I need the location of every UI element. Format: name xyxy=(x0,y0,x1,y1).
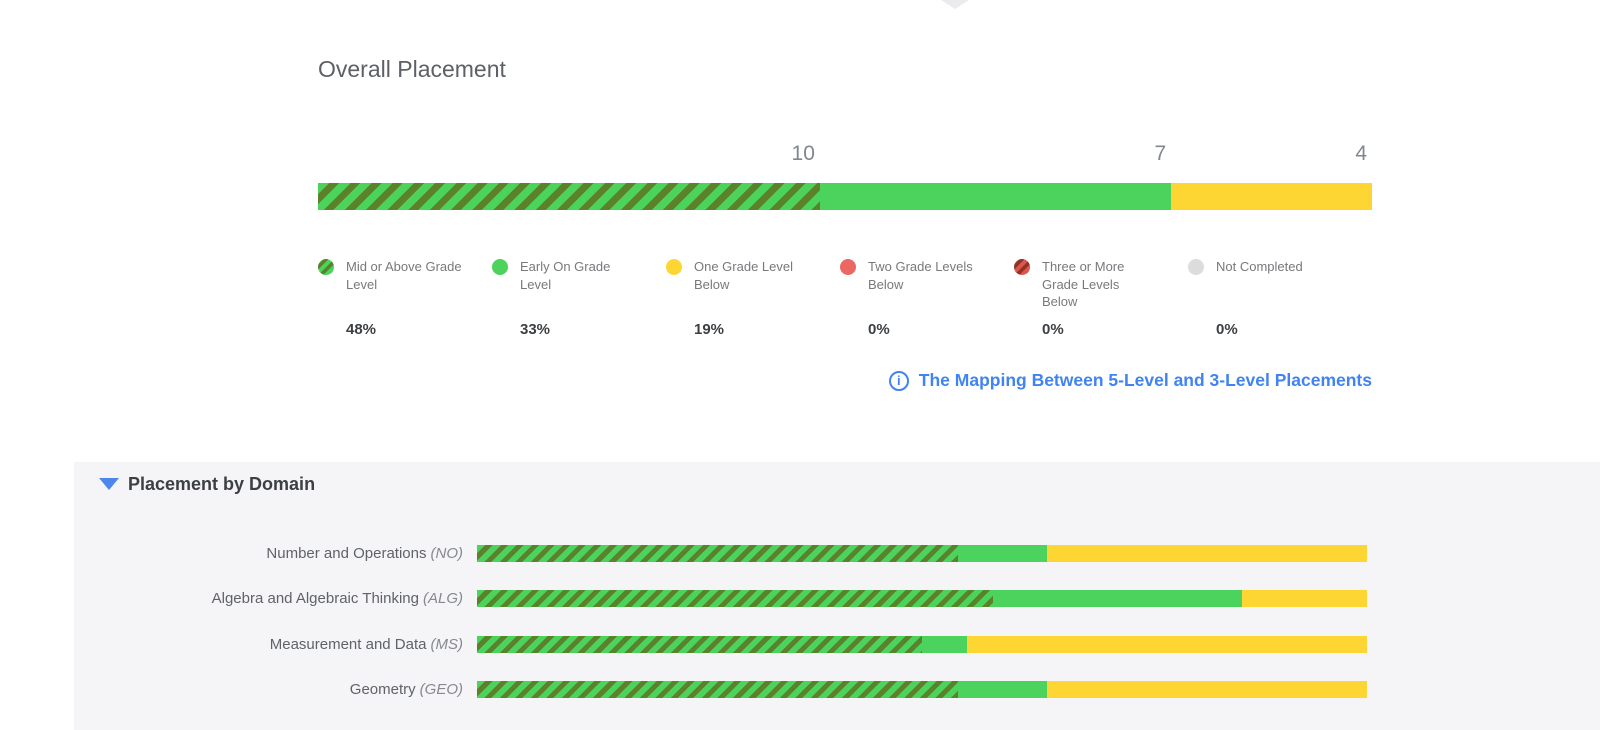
domain-row-algebra: Algebra and Algebraic Thinking (ALG) xyxy=(74,590,1600,607)
legend-swatch-mid-or-above-icon xyxy=(318,259,334,275)
chevron-down-icon[interactable] xyxy=(941,0,969,9)
domain-panel-header[interactable]: Placement by Domain xyxy=(99,472,315,496)
domain-bar-segment-early_on xyxy=(993,590,1243,607)
legend-label: Three or More Grade Levels Below xyxy=(1042,259,1125,310)
domain-bar-segment-early_on xyxy=(922,636,967,653)
mapping-link-label: The Mapping Between 5-Level and 3-Level … xyxy=(918,370,1372,390)
domain-placement-bar xyxy=(477,590,1367,607)
section-title-overall-placement: Overall Placement xyxy=(318,56,506,82)
overall-placement-bar xyxy=(318,183,1372,210)
domain-code: (NO) xyxy=(430,545,464,562)
legend-swatch-two-below-icon xyxy=(840,259,856,275)
mapping-link[interactable]: i The Mapping Between 5-Level and 3-Leve… xyxy=(888,370,1372,391)
domain-label: Measurement and Data (MS) xyxy=(74,636,463,653)
domain-code: (GEO) xyxy=(419,681,463,698)
domain-row-measurement-data: Measurement and Data (MS) xyxy=(74,636,1600,653)
count-label-early-on: 7 xyxy=(1154,142,1167,165)
domain-bar-segment-mid_or_above xyxy=(477,545,958,562)
legend-label: Early On Grade Level xyxy=(520,259,611,292)
info-icon-glyph: i xyxy=(896,373,901,388)
domain-name: Measurement and Data xyxy=(269,636,427,653)
placement-percent-row: 48% 33% 19% 0% 0% 0% xyxy=(318,321,1362,338)
overall-bar-segment-1 xyxy=(819,183,1172,210)
placement-by-domain-panel: Placement by Domain Number and Operation… xyxy=(74,462,1600,730)
percent-three-or-more-below: 0% xyxy=(1042,321,1064,338)
domain-bar-segment-one_below xyxy=(1046,545,1367,562)
domain-bar-segment-mid_or_above xyxy=(477,681,958,698)
overall-bar-segment-2 xyxy=(1171,183,1372,210)
domain-label: Geometry (GEO) xyxy=(74,681,463,698)
legend-swatch-three-or-more-below-icon xyxy=(1014,259,1030,275)
legend-item-mid-or-above: Mid or Above Grade Level xyxy=(318,258,492,311)
bar-count-labels: 10 7 4 xyxy=(318,142,1372,168)
percent-two-below: 0% xyxy=(868,321,890,338)
domain-bar-segment-one_below xyxy=(1242,590,1367,607)
legend-swatch-not-completed-icon xyxy=(1188,259,1204,275)
domain-label: Algebra and Algebraic Thinking (ALG) xyxy=(74,590,463,607)
domain-bar-segment-early_on xyxy=(957,545,1047,562)
percent-not-completed: 0% xyxy=(1216,321,1238,338)
domain-name: Number and Operations xyxy=(266,545,427,562)
percent-mid-or-above: 48% xyxy=(346,321,377,338)
domain-placement-bar xyxy=(477,636,1367,653)
count-label-one-below: 4 xyxy=(1355,142,1367,165)
domain-code: (MS) xyxy=(430,636,464,653)
percent-one-below: 19% xyxy=(694,321,725,338)
info-icon: i xyxy=(888,370,909,391)
domain-name: Algebra and Algebraic Thinking xyxy=(211,590,419,607)
legend-label: Two Grade Levels Below xyxy=(868,259,973,292)
domain-bar-segment-mid_or_above xyxy=(477,590,994,607)
legend-label: Not Completed xyxy=(1216,259,1303,274)
legend-label: Mid or Above Grade Level xyxy=(346,259,462,292)
domain-bar-segment-one_below xyxy=(1046,681,1367,698)
domain-placement-bar xyxy=(477,545,1367,562)
collapse-triangle-icon[interactable] xyxy=(99,478,119,490)
legend-label: One Grade Level Below xyxy=(694,259,794,292)
legend-swatch-one-below-icon xyxy=(666,259,682,275)
legend-item-not-completed: Not Completed xyxy=(1188,258,1362,311)
percent-early-on: 33% xyxy=(520,321,551,338)
domain-bar-segment-early_on xyxy=(957,681,1047,698)
domain-placement-bar xyxy=(477,681,1367,698)
domain-row-number-operations: Number and Operations (NO) xyxy=(74,545,1600,562)
domain-label: Number and Operations (NO) xyxy=(74,545,463,562)
count-label-mid-or-above: 10 xyxy=(791,142,815,165)
legend-swatch-early-on-icon xyxy=(492,259,508,275)
panel-title: Placement by Domain xyxy=(128,473,316,494)
domain-bar-segment-mid_or_above xyxy=(477,636,922,653)
overall-bar-segment-0 xyxy=(318,183,820,210)
legend-item-two-below: Two Grade Levels Below xyxy=(840,258,1014,311)
domain-name: Geometry xyxy=(349,681,416,698)
overall-placement-section: Overall Placement 10 7 4 Mid or Above Gr… xyxy=(318,0,1372,430)
domain-bar-segment-one_below xyxy=(966,636,1367,653)
legend-item-one-below: One Grade Level Below xyxy=(666,258,840,311)
domain-code: (ALG) xyxy=(422,590,463,607)
placement-legend: Mid or Above Grade Level Early On Grade … xyxy=(318,258,1362,311)
domain-row-geometry: Geometry (GEO) xyxy=(74,681,1600,698)
legend-item-early-on: Early On Grade Level xyxy=(492,258,666,311)
legend-item-three-or-more-below: Three or More Grade Levels Below xyxy=(1014,258,1188,311)
